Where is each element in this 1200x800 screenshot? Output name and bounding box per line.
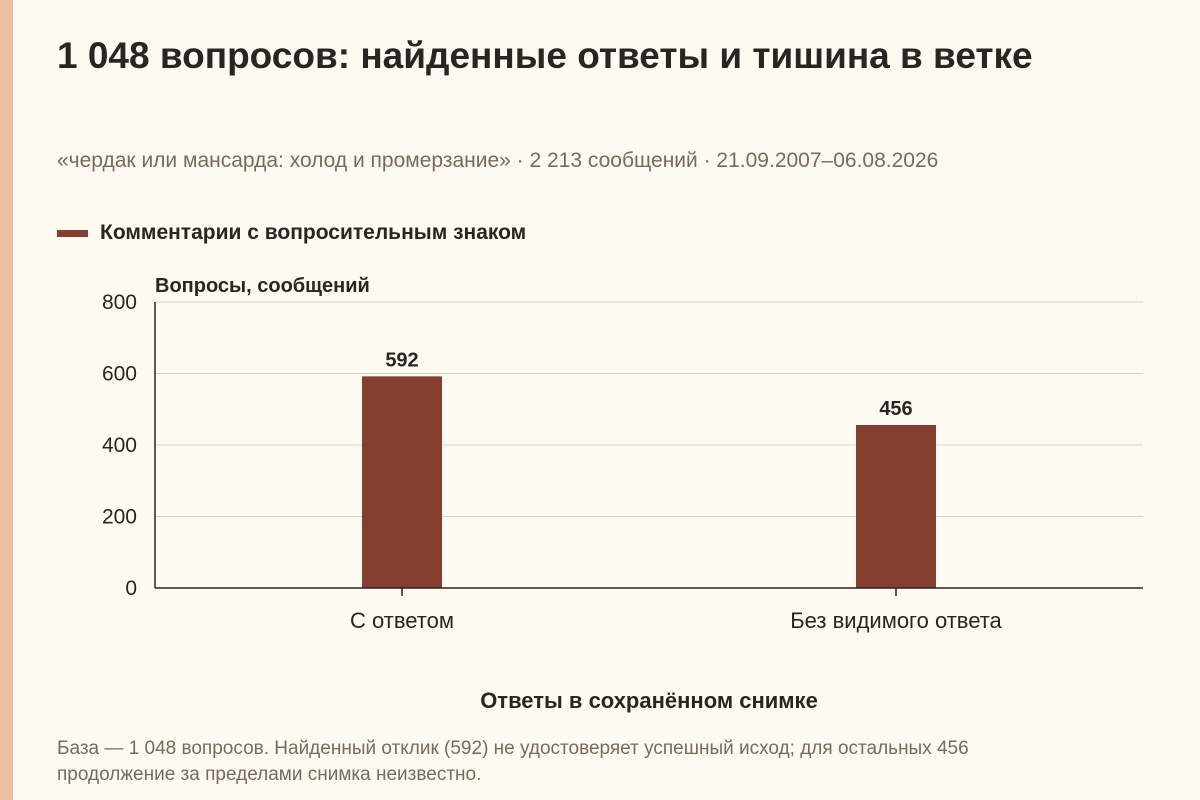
legend: Комментарии с вопросительным знаком: [57, 219, 526, 247]
y-tick-label: 800: [102, 291, 137, 314]
bar: [856, 424, 936, 588]
y-tick-label: 200: [102, 506, 137, 529]
legend-swatch: [57, 229, 88, 237]
chart-subtitle: «чердак или мансарда: холод и промерзани…: [57, 149, 939, 172]
x-axis-title: Ответы в сохранённом снимке: [480, 688, 818, 713]
grid-layer: [155, 301, 1143, 517]
footnote: База — 1 048 вопросов. Найденный отклик …: [57, 738, 969, 785]
x-tick-label: Без видимого ответа: [790, 608, 1002, 633]
y-tick-label: 600: [102, 363, 137, 386]
accent-bar: [0, 0, 13, 800]
bar: [362, 376, 442, 588]
x-tick-label: С ответом: [350, 608, 454, 633]
bar-layer: [362, 376, 936, 588]
axis-layer: [154, 302, 1143, 596]
chart-title: 1 048 вопросов: найденные ответы и тишин…: [57, 35, 1033, 76]
y-axis-title: Вопросы, сообщений: [155, 275, 370, 297]
label-layer: 0 200 400 600 800 Вопросы, сообщений 592 С отве…: [102, 275, 1003, 713]
bar-value-label: 592: [385, 349, 418, 371]
bar-value-label: 456: [879, 398, 912, 420]
y-tick-label: 400: [102, 434, 137, 457]
legend-label: Комментарии с вопросительным знаком: [100, 221, 527, 244]
y-tick-label: 0: [125, 577, 137, 600]
